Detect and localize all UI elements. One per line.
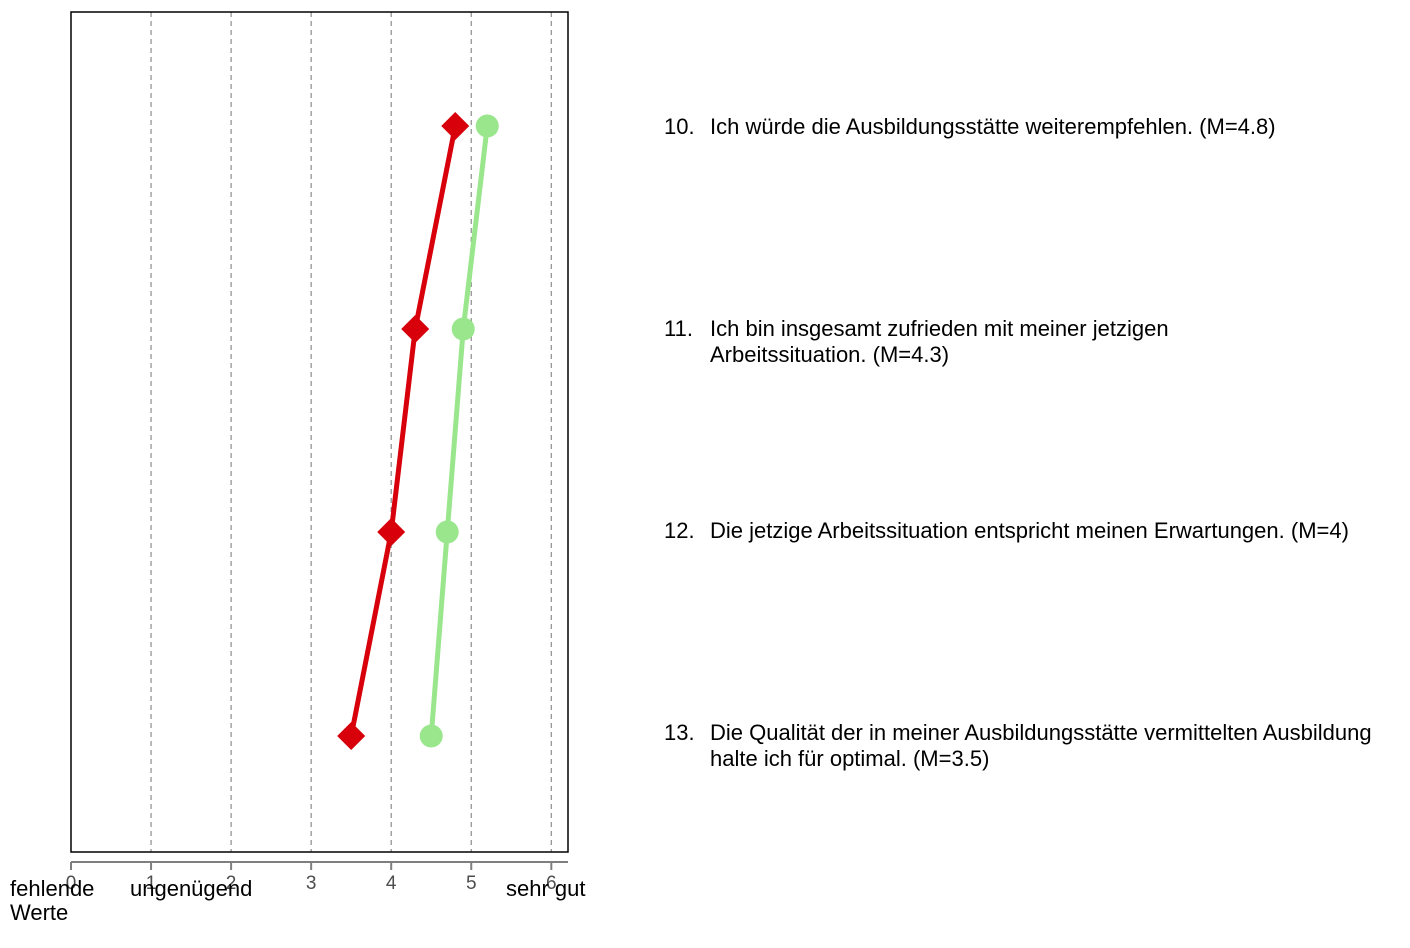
scale-label-missing: fehlende Werte bbox=[10, 876, 95, 925]
series-line bbox=[348, 123, 458, 739]
series-point-diamond bbox=[337, 722, 366, 750]
x-tick-label: 1 bbox=[146, 873, 157, 894]
series-point-circle bbox=[419, 724, 443, 748]
item-number: 12. bbox=[664, 518, 695, 543]
item-label: 12. Die jetzige Arbeitssituation entspri… bbox=[664, 518, 1410, 544]
series-point-diamond bbox=[441, 112, 470, 140]
grid-lines bbox=[150, 12, 552, 852]
item-number: 13. bbox=[664, 720, 695, 745]
item-label: 11. Ich bin insgesamt zufrieden mit mein… bbox=[664, 316, 1304, 368]
item-text: Ich bin insgesamt zufrieden mit meiner j… bbox=[710, 316, 1169, 367]
item-label: 13. Die Qualität der in meiner Ausbildun… bbox=[664, 720, 1384, 772]
item-number: 11. bbox=[664, 316, 693, 341]
scale-label-low: ungenügend bbox=[130, 876, 253, 901]
series-point-diamond bbox=[401, 315, 430, 343]
item-text: Ich würde die Ausbildungsstätte weiterem… bbox=[710, 114, 1276, 139]
series-line bbox=[428, 123, 490, 739]
series-point-circle bbox=[475, 114, 499, 138]
x-axis: 0 1 2 3 4 5 6 bbox=[66, 861, 568, 894]
item-text: Die jetzige Arbeitssituation entspricht … bbox=[710, 518, 1349, 543]
x-tick-label: 4 bbox=[386, 873, 397, 894]
x-tick-label: 0 bbox=[66, 873, 77, 894]
series-point-circle bbox=[451, 317, 475, 341]
item-number: 10. bbox=[664, 114, 695, 139]
series-group bbox=[337, 112, 499, 750]
x-tick-label: 2 bbox=[226, 873, 237, 894]
item-text: Die Qualität der in meiner Ausbildungsst… bbox=[710, 720, 1372, 771]
x-tick-label: 5 bbox=[466, 873, 477, 894]
series-point-diamond bbox=[377, 518, 406, 546]
x-tick-label: 3 bbox=[306, 873, 317, 894]
x-tick-label: 6 bbox=[546, 873, 557, 894]
plot-frame bbox=[70, 11, 569, 853]
item-label: 10. Ich würde die Ausbildungsstätte weit… bbox=[664, 114, 1410, 140]
series-point-circle bbox=[435, 520, 459, 544]
scale-label-high: sehr gut bbox=[506, 876, 586, 901]
